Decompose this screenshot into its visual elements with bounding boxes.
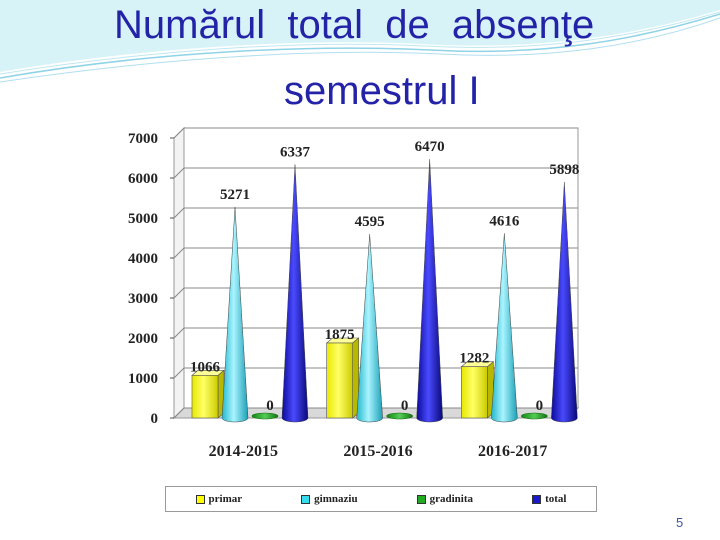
data-label: 1875	[325, 327, 355, 343]
plot-left-wall	[173, 126, 185, 420]
gridline	[173, 367, 578, 379]
data-labels: 1066 5271 0 6337 1875 4595 0 6470 1282 4616 0 5898	[190, 139, 579, 414]
legend-item-total: total	[532, 493, 566, 505]
decorative-swoosh	[0, 0, 720, 83]
data-marks	[191, 159, 578, 423]
y-tick-label: 4000	[128, 251, 158, 267]
legend-item-gimnaziu: gimnaziu	[301, 493, 358, 505]
gridline	[173, 407, 578, 419]
gridline	[173, 207, 578, 219]
legend-swatch-total	[532, 494, 542, 504]
gridline	[173, 247, 578, 259]
x-tick-label: 2014-2015	[209, 443, 278, 460]
legend-item-gradinita: gradinita	[416, 493, 474, 505]
legend-label-gimnaziu: gimnaziu	[314, 493, 358, 505]
y-tick-label: 2000	[128, 331, 158, 347]
chart-legend: primar gimnaziu gradinita total	[165, 486, 597, 512]
slide-title-line2: semestrul I	[284, 69, 480, 113]
data-label: 0	[266, 398, 274, 414]
y-tick-label: 6000	[128, 171, 158, 187]
y-tick-label: 1000	[128, 371, 158, 387]
x-tick-label: 2016-2017	[478, 443, 547, 460]
legend-swatch-primar	[195, 494, 205, 504]
cone-gimnaziu	[491, 233, 518, 423]
cone-gimnaziu	[356, 234, 383, 423]
slide-number: 5	[676, 515, 684, 530]
legend-label-total: total	[545, 493, 567, 505]
gridline	[173, 287, 578, 299]
bar-primar	[191, 375, 219, 419]
y-tick-label: 0	[151, 411, 159, 427]
legend-label-primar: primar	[208, 493, 243, 505]
data-label: 4595	[355, 214, 385, 230]
data-label: 1282	[459, 351, 489, 367]
y-axis-ticks: 0 1000 2000 3000 4000 5000 6000 7000	[128, 131, 158, 427]
bar-gradinita	[521, 412, 548, 420]
y-tick-label: 5000	[128, 211, 158, 227]
data-label: 0	[401, 398, 409, 414]
legend-label-gradinita: gradinita	[429, 493, 474, 505]
cone-total	[416, 159, 443, 423]
data-label: 0	[536, 398, 544, 414]
y-tick-label: 7000	[128, 131, 158, 147]
x-tick-label: 2015-2016	[343, 443, 412, 460]
bar-primar	[326, 342, 353, 419]
data-label: 5898	[549, 162, 579, 178]
cone-total	[551, 182, 578, 423]
legend-swatch-gradinita	[416, 494, 426, 504]
data-label: 4616	[489, 213, 520, 229]
slide-title-line1: Numărul total de absenţe	[114, 3, 595, 47]
gridline	[173, 327, 578, 339]
data-label: 6470	[415, 139, 445, 155]
bar-primar	[461, 366, 488, 419]
gridlines	[170, 127, 578, 419]
y-tick-label: 3000	[128, 291, 158, 307]
data-label: 5271	[220, 187, 250, 203]
bar-gradinita	[251, 412, 279, 420]
cone-gimnaziu	[221, 207, 249, 423]
legend-swatch-gimnaziu	[301, 494, 311, 504]
bar-gradinita	[386, 412, 413, 420]
x-axis-ticks: 2014-2015 2015-2016 2016-2017	[209, 443, 548, 460]
data-label: 6337	[280, 145, 311, 161]
cone-total	[281, 164, 309, 423]
legend-item-primar: primar	[195, 493, 243, 505]
gridline	[173, 127, 578, 139]
gridline	[173, 167, 578, 179]
data-label: 1066	[190, 359, 221, 375]
